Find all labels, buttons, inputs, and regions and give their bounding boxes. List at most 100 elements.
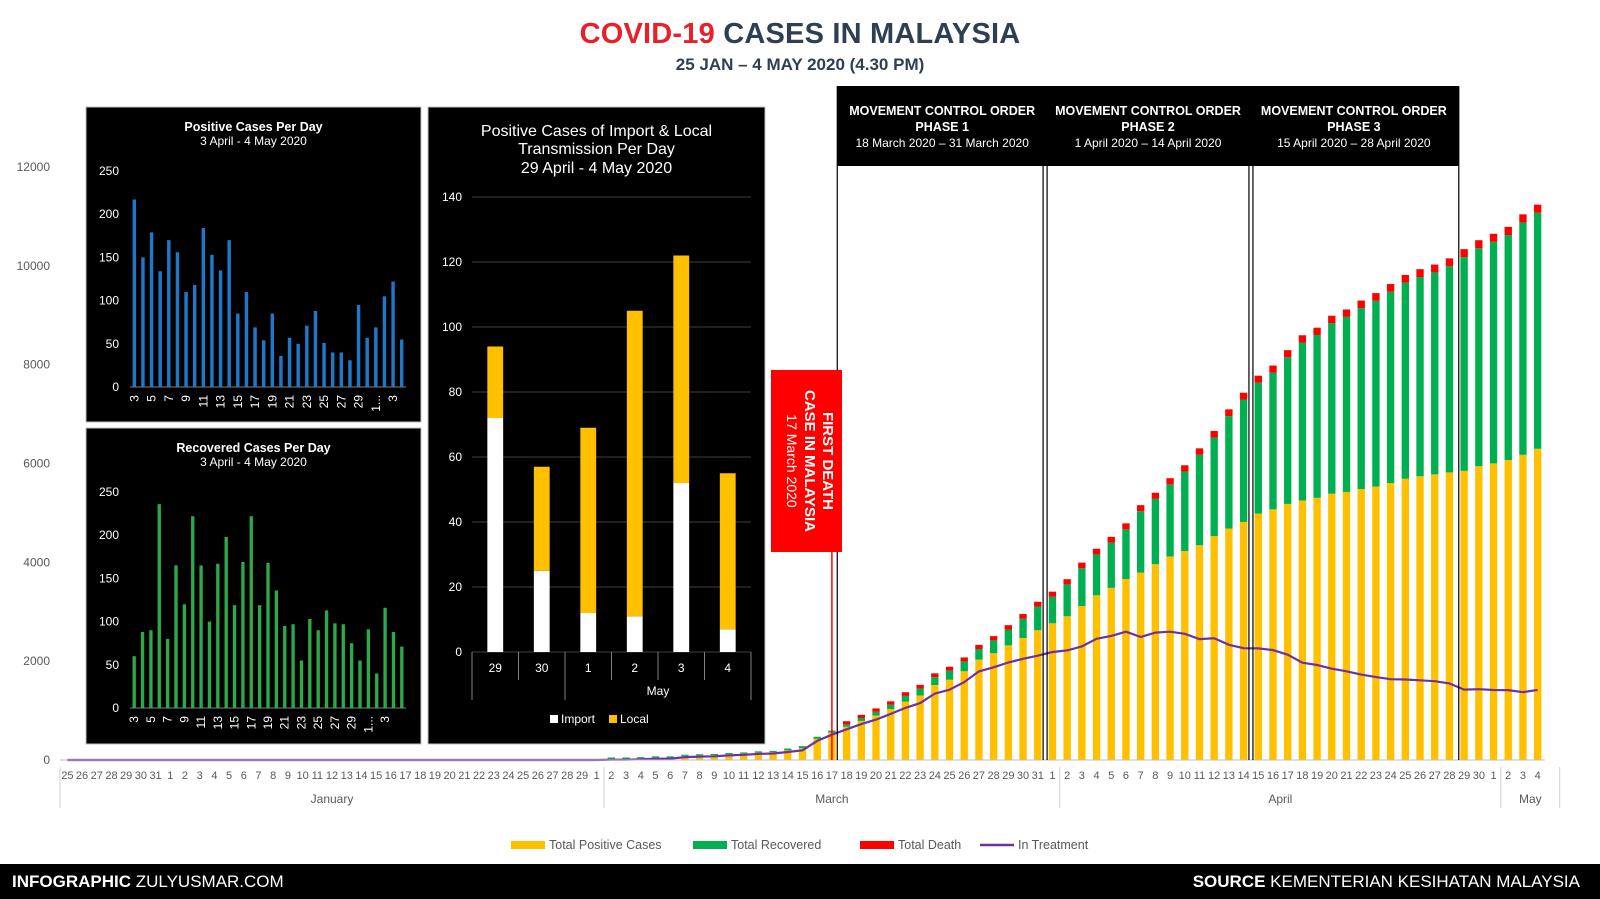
positive-cases-bar	[1136, 572, 1145, 760]
positive-cases-bar	[1063, 616, 1071, 760]
main-x-tick-label: 25	[943, 770, 955, 782]
positive-cases-bar	[1328, 493, 1336, 760]
mco-phase-dates: 15 April 2020 – 28 April 2020	[1277, 136, 1431, 150]
death-bar	[1431, 264, 1439, 273]
main-x-tick-label: 11	[1194, 770, 1205, 782]
positive-cases-bar	[1254, 513, 1262, 760]
positive-per-day-x-tick-group: 11	[196, 395, 210, 408]
death-bar	[1048, 591, 1057, 597]
recovered-bar	[1034, 606, 1042, 631]
positive-per-day-x-tick-label: 25	[317, 395, 331, 409]
import-local-y-tick-label: 60	[449, 450, 463, 464]
recovered-bar	[945, 670, 954, 680]
import-local-x-tick-label: 29	[489, 661, 503, 675]
main-y-tick-label: 8000	[23, 358, 50, 372]
positive-cases-bar	[695, 755, 704, 760]
recovered-per-day-x-tick-label: 13	[211, 716, 225, 730]
import-legend-swatch	[550, 715, 558, 723]
positive-per-day-bar	[167, 240, 171, 387]
main-x-tick-label: 1	[594, 770, 600, 782]
import-bar	[673, 483, 690, 652]
positive-cases-bar	[1342, 491, 1351, 760]
main-x-tick-label: 30	[135, 770, 147, 782]
main-x-tick-label: 27	[1429, 770, 1441, 782]
footer-bar: INFOGRAPHIC ZULYUSMAR.COM SOURCE KEMENTE…	[0, 864, 1600, 899]
main-x-tick-label: 15	[370, 770, 382, 782]
recovered-bar	[931, 677, 939, 685]
positive-cases-bar	[1019, 637, 1027, 760]
positive-cases-bar	[1298, 500, 1307, 760]
positive-per-day-x-tick-label: 13	[214, 395, 228, 409]
import-local-y-tick-label: 100	[442, 320, 462, 334]
recovered-per-day-bar	[266, 562, 270, 708]
recovered-per-day-x-tick-group: 19	[261, 716, 275, 730]
recovered-bar	[1328, 323, 1336, 494]
recovered-bar	[1519, 222, 1527, 455]
recovered-bar	[607, 757, 616, 759]
positive-cases-bar	[1475, 466, 1483, 760]
positive-cases-bar	[798, 748, 807, 760]
recovered-per-day-bar	[274, 590, 279, 708]
positive-cases-bar	[931, 684, 939, 760]
positive-cases-bar	[784, 750, 792, 760]
recovered-per-day-x-tick-label: 21	[278, 716, 292, 730]
recovered-per-day-x-tick-group: 9	[177, 716, 191, 723]
recovered-bar	[1195, 454, 1204, 546]
recovered-per-day-bar	[249, 516, 253, 708]
recovered-bar	[872, 711, 880, 716]
main-x-tick-label: 29	[1458, 770, 1470, 782]
positive-per-day-bar	[184, 291, 188, 387]
positive-per-day-y-tick-label: 250	[99, 164, 119, 178]
main-x-tick-label: 12	[1208, 770, 1220, 782]
positive-cases-bar	[901, 701, 910, 760]
positive-per-day-bar	[322, 342, 326, 387]
death-bar	[1519, 214, 1527, 223]
import-local-x-tick-label: 1	[585, 661, 592, 675]
recovered-per-day-bar	[224, 536, 228, 708]
positive-per-day-bar	[391, 281, 395, 387]
positive-cases-bar	[1166, 556, 1174, 760]
recovered-bar	[1239, 399, 1248, 522]
recovered-bar	[1269, 372, 1277, 510]
recovered-per-day-bar	[283, 625, 287, 708]
recovered-per-day-bar	[232, 605, 237, 708]
main-x-tick-label: 23	[1370, 770, 1382, 782]
footer-source: SOURCE KEMENTERIAN KESIHATAN MALAYSIA	[1193, 872, 1580, 892]
positive-cases-bar	[1372, 486, 1380, 760]
main-x-tick-label: 10	[1179, 770, 1191, 782]
recovered-per-day-x-tick-label: 23	[295, 716, 309, 730]
main-y-tick-label: 4000	[23, 555, 50, 569]
main-x-tick-label: 6	[667, 770, 673, 782]
main-x-tick-label: 5	[1108, 770, 1114, 782]
recovered-bar	[1401, 282, 1409, 479]
death-bar	[1122, 523, 1130, 530]
main-x-tick-label: 7	[682, 770, 688, 782]
legend-label: Total Death	[898, 838, 961, 852]
import-bar	[626, 616, 643, 652]
main-x-tick-label: 28	[988, 770, 1000, 782]
recovered-per-day-bar	[341, 624, 345, 708]
positive-per-day-x-tick-group: 1...	[369, 395, 383, 412]
main-x-tick-label: 21	[885, 770, 897, 782]
death-bar	[1195, 448, 1204, 455]
main-x-tick-label: 19	[1311, 770, 1323, 782]
main-x-tick-label: 3	[1520, 770, 1526, 782]
recovered-per-day-y-tick-label: 200	[99, 528, 119, 542]
death-bar	[975, 644, 983, 650]
positive-per-day-x-tick-label: 29	[352, 395, 366, 409]
main-x-tick-label: 27	[91, 770, 103, 782]
import-bar	[580, 613, 597, 652]
main-x-tick-label: 18	[1296, 770, 1308, 782]
positive-per-day-x-tick-group: 19	[265, 395, 279, 409]
recovered-bar	[1063, 584, 1071, 617]
main-x-tick-label: 19	[855, 770, 867, 782]
first-death-line-2: CASE IN MALAYSIA	[801, 390, 818, 532]
recovered-bar	[784, 748, 792, 751]
main-x-tick-label: 20	[870, 770, 882, 782]
recovered-bar	[1019, 618, 1027, 638]
recovered-bar	[740, 752, 748, 754]
recovered-bar	[1475, 248, 1483, 467]
positive-cases-bar	[1533, 448, 1542, 760]
positive-cases-bar	[945, 679, 954, 760]
recovered-bar	[1151, 498, 1160, 565]
